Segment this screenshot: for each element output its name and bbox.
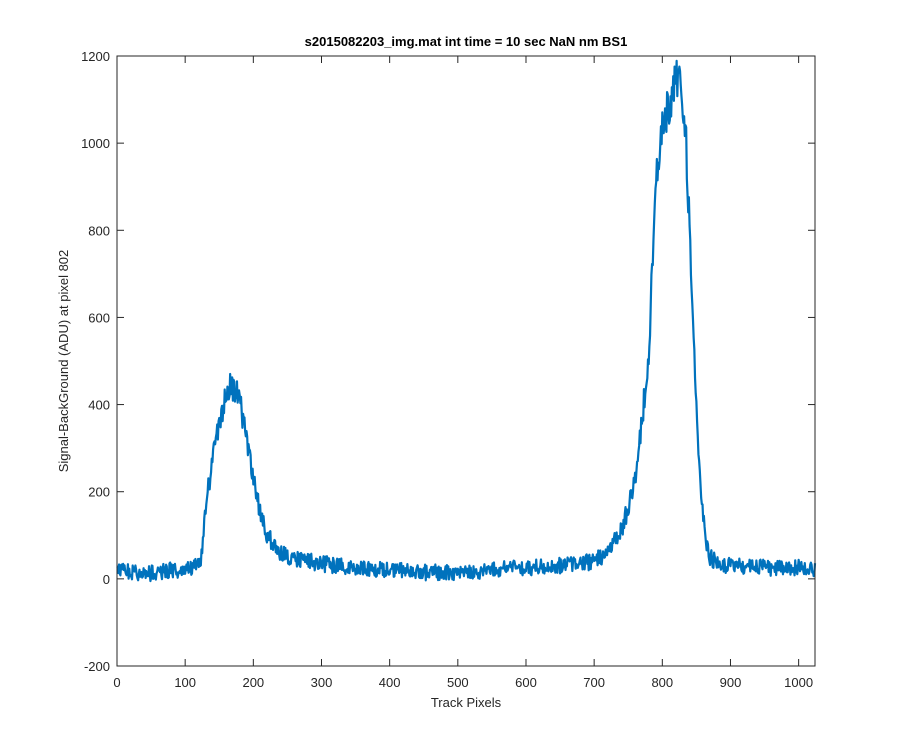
y-tick-label: 800	[88, 223, 110, 238]
x-tick-label: 200	[242, 675, 264, 690]
x-tick-label: 600	[515, 675, 537, 690]
x-tick-label: 900	[720, 675, 742, 690]
y-tick-label: 1200	[81, 49, 110, 64]
series-group	[116, 59, 817, 583]
x-axis-label: Track Pixels	[431, 695, 502, 710]
y-axis: -200 0 200 400 600 800 1000 1200	[81, 49, 815, 674]
x-tick-label: 800	[651, 675, 673, 690]
y-tick-label: 1000	[81, 136, 110, 151]
y-axis-label: Signal-BackGround (ADU) at pixel 802	[56, 250, 71, 473]
x-tick-label: 700	[583, 675, 605, 690]
axes-frame	[116, 55, 816, 667]
x-tick-label: 300	[311, 675, 333, 690]
x-tick-label: 400	[379, 675, 401, 690]
y-tick-label: 400	[88, 398, 110, 413]
x-axis: 0 100 200 300 400 500 600 700 800 900 1000	[113, 56, 813, 690]
y-tick-label: 200	[88, 485, 110, 500]
series-line-0	[116, 59, 817, 583]
plot-area: 0 100 200 300 400 500 600 700 800 900 1000 -200020…	[81, 49, 817, 690]
x-tick-label: 0	[113, 675, 120, 690]
y-tick-label: -200	[84, 659, 110, 674]
x-tick-label: 500	[447, 675, 469, 690]
y-tick-label: 600	[88, 310, 110, 325]
x-tick-label: 1000	[784, 675, 813, 690]
chart-title: s2015082203_img.mat int time = 10 sec Na…	[305, 34, 628, 49]
y-tick-label: 0	[103, 572, 110, 587]
x-tick-label: 100	[174, 675, 196, 690]
